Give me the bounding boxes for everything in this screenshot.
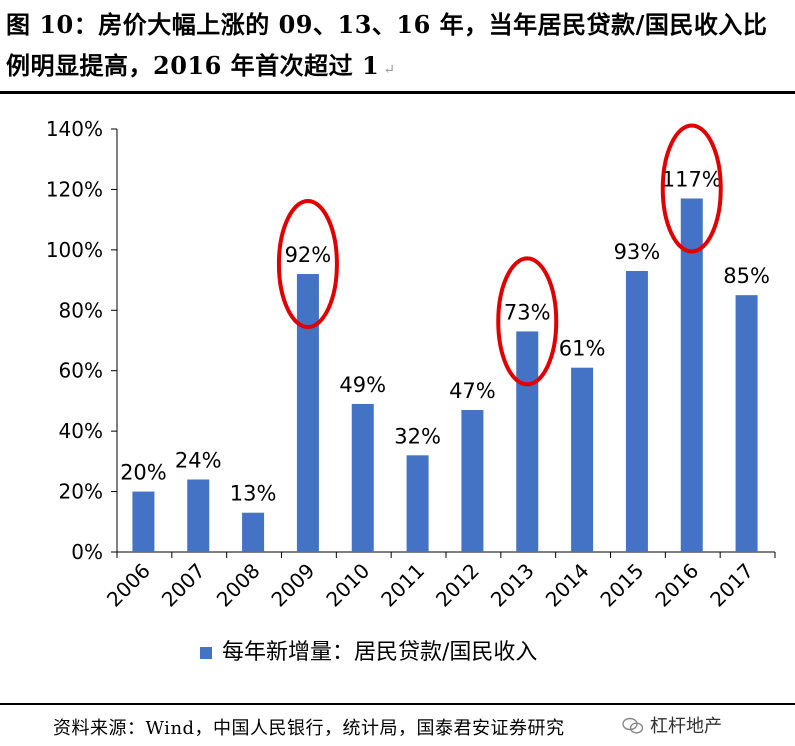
source-note: 资料来源：Wind，中国人民银行，统计局，国泰君安证券研究 xyxy=(53,718,565,739)
data-label-2009: 92% xyxy=(285,243,332,267)
y-tick-label: 40% xyxy=(59,419,103,443)
legend-label: 每年新增量：居民贷款/国民收入 xyxy=(222,640,537,665)
x-tick-label: 2013 xyxy=(486,559,539,612)
data-labels: 20% 24% 13% 92% 49% 32% 47% 73% 61% 93% 117% 85% xyxy=(120,167,770,505)
y-tick-label: 80% xyxy=(59,298,103,322)
y-tick-label: 120% xyxy=(46,177,103,201)
figure-title: 图 10：房价大幅上涨的 09、13、16 年，当年居民贷款/国民收入比例明显提… xyxy=(6,4,791,91)
y-axis: 0% 20% 40% 60% 80% 100% 120% 140% xyxy=(46,117,118,564)
watermark: 杠杆地产 xyxy=(622,712,722,738)
x-tick-label: 2016 xyxy=(650,559,703,612)
highlight-ellipse-2009 xyxy=(276,199,339,330)
bar-2014 xyxy=(571,367,594,552)
highlight-ellipse-2013 xyxy=(496,256,559,387)
data-label-2010: 49% xyxy=(339,373,386,397)
data-label-2013: 73% xyxy=(504,300,551,324)
bar-2016 xyxy=(680,198,703,552)
bar-2017 xyxy=(735,295,758,552)
wechat-icon xyxy=(622,717,644,734)
legend: 每年新增量：居民贷款/国民收入 xyxy=(200,640,537,665)
x-tick-label: 2007 xyxy=(157,559,210,612)
bar-2011 xyxy=(406,455,429,552)
bar-chart: 0%20%40%60%80%100%120%140% 2006 2007 2008 2… xyxy=(46,117,776,665)
bar-2010 xyxy=(351,403,374,552)
data-label-2015: 93% xyxy=(614,240,661,264)
y-tick-label: 0% xyxy=(71,540,103,564)
data-label-2006: 20% xyxy=(120,461,167,485)
bar-2013 xyxy=(516,331,539,552)
x-tick-label: 2014 xyxy=(541,559,594,612)
x-tick-label: 2006 xyxy=(102,559,155,612)
bar-2009 xyxy=(296,274,319,552)
data-label-2014: 61% xyxy=(559,337,606,361)
legend-swatch xyxy=(200,647,212,659)
bar-2015 xyxy=(625,271,648,552)
x-tick-label: 2017 xyxy=(705,559,758,612)
paragraph-mark-icon: ↵ xyxy=(383,62,396,78)
y-tick-label: 100% xyxy=(46,238,103,262)
x-tick-label: 2012 xyxy=(431,559,484,612)
bars xyxy=(132,198,758,552)
bar-2007 xyxy=(187,479,210,552)
data-label-2017: 85% xyxy=(723,264,770,288)
data-label-2008: 13% xyxy=(230,482,277,506)
x-tick-label: 2008 xyxy=(212,559,265,612)
y-tick-label: 60% xyxy=(59,359,103,383)
highlight-ellipse-2016 xyxy=(660,123,723,254)
y-tick-label: 20% xyxy=(59,480,103,504)
data-label-2016: 117% xyxy=(662,167,722,191)
data-label-2011: 32% xyxy=(394,424,441,448)
bar-2008 xyxy=(242,512,265,552)
data-label-2007: 24% xyxy=(175,448,222,472)
watermark-text: 杠杆地产 xyxy=(650,716,722,737)
bottom-rule xyxy=(0,703,795,705)
data-label-2012: 47% xyxy=(449,379,496,403)
highlight-ellipses xyxy=(276,123,723,387)
top-rule xyxy=(0,91,795,94)
x-axis: 2006 2007 2008 2009 2010 2011 2012 2013 2014 2015… xyxy=(102,551,776,612)
figure-title-text: 图 10：房价大幅上涨的 09、13、16 年，当年居民贷款/国民收入比例明显提… xyxy=(6,10,768,80)
y-tick-label: 140% xyxy=(46,117,103,141)
bar-2006 xyxy=(132,491,155,552)
x-tick-label: 2009 xyxy=(266,559,319,612)
x-tick-label: 2015 xyxy=(595,559,648,612)
x-tick-label: 2011 xyxy=(376,559,429,612)
x-tick-label: 2010 xyxy=(321,559,374,612)
bar-2012 xyxy=(461,409,484,552)
